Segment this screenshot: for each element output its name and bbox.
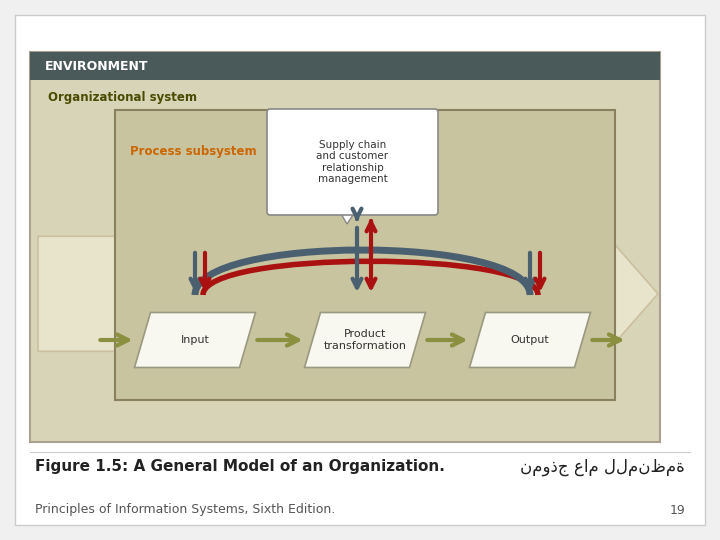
- Text: Organizational system: Organizational system: [48, 91, 197, 104]
- Text: Principles of Information Systems, Sixth Edition.: Principles of Information Systems, Sixth…: [35, 503, 336, 516]
- Text: Output: Output: [510, 335, 549, 345]
- Polygon shape: [38, 217, 658, 372]
- FancyBboxPatch shape: [30, 52, 660, 80]
- FancyBboxPatch shape: [115, 110, 615, 400]
- FancyBboxPatch shape: [30, 52, 660, 442]
- Polygon shape: [469, 313, 590, 368]
- Text: Input: Input: [181, 335, 210, 345]
- Polygon shape: [305, 313, 426, 368]
- Polygon shape: [135, 313, 256, 368]
- Text: ENVIRONMENT: ENVIRONMENT: [45, 59, 148, 72]
- Text: نموذج عام للمنظمة: نموذج عام للمنظمة: [521, 458, 685, 476]
- Polygon shape: [340, 212, 355, 224]
- Text: Process subsystem: Process subsystem: [130, 145, 256, 159]
- Text: Figure 1.5: A General Model of an Organization.: Figure 1.5: A General Model of an Organi…: [35, 460, 445, 475]
- Text: Supply chain
and customer
relationship
management: Supply chain and customer relationship m…: [316, 140, 389, 184]
- FancyBboxPatch shape: [15, 15, 705, 525]
- Text: 19: 19: [670, 503, 685, 516]
- FancyBboxPatch shape: [267, 109, 438, 215]
- Text: Product
transformation: Product transformation: [323, 329, 407, 351]
